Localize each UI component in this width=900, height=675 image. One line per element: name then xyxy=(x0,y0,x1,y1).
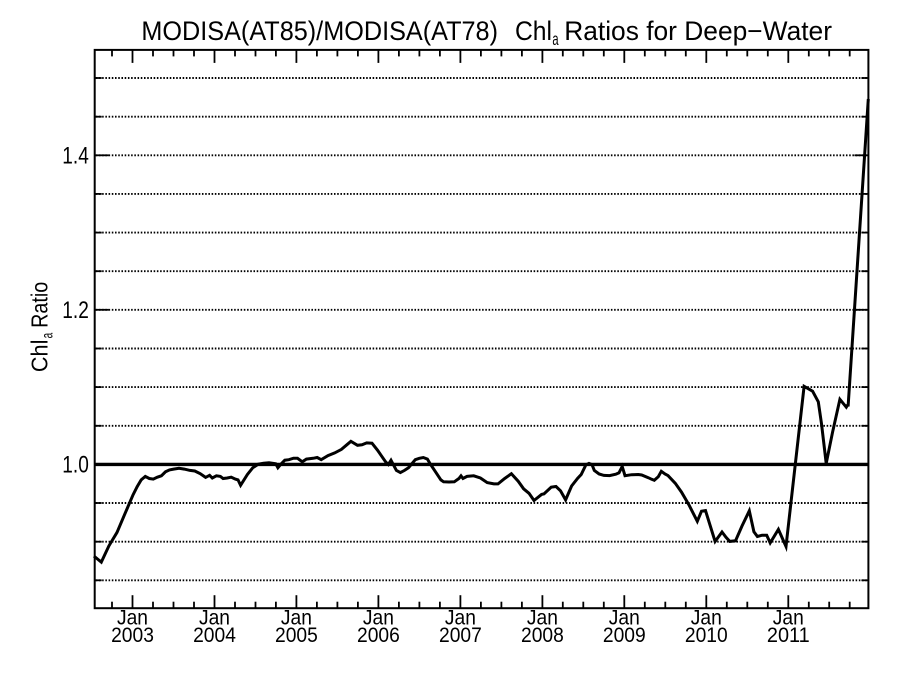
svg-text:Ratio: Ratio xyxy=(27,282,53,328)
svg-text:Jan: Jan xyxy=(117,607,148,630)
svg-text:1.4: 1.4 xyxy=(62,143,89,170)
svg-text:Jan: Jan xyxy=(527,607,558,630)
svg-text:a: a xyxy=(39,333,56,339)
svg-text:Jan: Jan xyxy=(445,607,476,630)
svg-text:Jan: Jan xyxy=(773,607,804,630)
svg-text:1.2: 1.2 xyxy=(62,297,89,324)
svg-text:2003: 2003 xyxy=(111,624,154,647)
svg-text:MODISA(AT85)/MODISA(AT78): MODISA(AT85)/MODISA(AT78) xyxy=(141,16,498,46)
svg-text:2008: 2008 xyxy=(521,624,564,647)
svg-text:2009: 2009 xyxy=(603,624,646,647)
svg-text:2010: 2010 xyxy=(685,624,728,647)
svg-text:a: a xyxy=(552,29,558,49)
svg-text:1.0: 1.0 xyxy=(62,452,89,479)
svg-text:Chl: Chl xyxy=(27,340,53,373)
svg-text:Jan: Jan xyxy=(609,607,640,630)
svg-text:2004: 2004 xyxy=(193,624,236,647)
svg-text:Ratios for Deep−Water: Ratios for Deep−Water xyxy=(564,16,832,46)
svg-text:2011: 2011 xyxy=(767,624,810,647)
svg-text:Jan: Jan xyxy=(363,607,394,630)
svg-text:Jan: Jan xyxy=(281,607,312,630)
svg-text:Jan: Jan xyxy=(199,607,230,630)
svg-text:Chl: Chl xyxy=(515,16,552,46)
svg-text:Jan: Jan xyxy=(691,607,722,630)
svg-text:2005: 2005 xyxy=(275,624,318,647)
svg-text:2007: 2007 xyxy=(439,624,482,647)
svg-text:2006: 2006 xyxy=(357,624,400,647)
